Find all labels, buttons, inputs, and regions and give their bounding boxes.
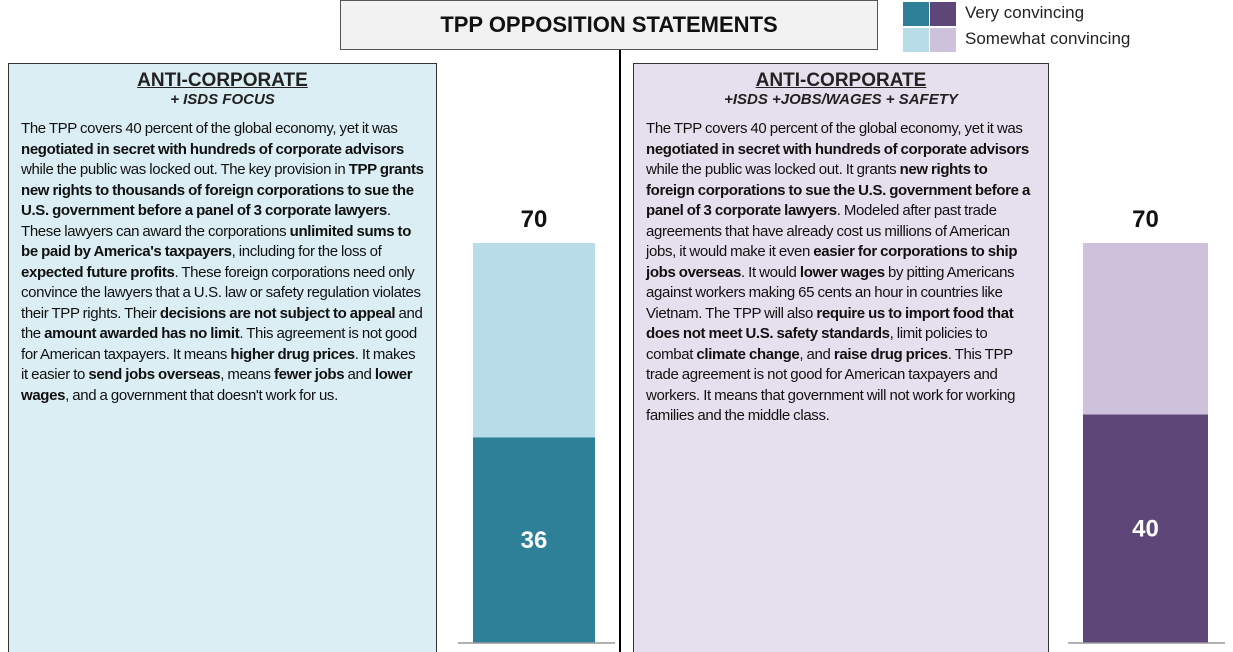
statement-text: The TPP covers 40 percent of the global … [21,120,398,137]
statement-text: easier for corporations to ship jobs ove… [646,243,1018,281]
value-label: 40 [1132,516,1159,543]
statement-text: . It makes it easier to [21,345,416,384]
statement-text: . Modeled after past trade agreements th… [646,202,1010,260]
statement-text: raise drug prices [833,345,948,363]
statement-text: . These lawyers can award the corporatio… [21,202,391,240]
statement-text: . These foreign corporations need only c… [21,263,421,322]
panel-subtitle: + ISDS FOCUS [170,91,275,108]
total-label: 70 [521,206,548,233]
bar-segment [1083,243,1208,415]
statement: The TPP covers 40 percent of the global … [21,119,424,406]
statement-text: negotiated in secret with hundreds of co… [21,140,404,158]
text-panel: ANTI-CORPORATE + ISDS FOCUS The TPP covers… [8,63,437,652]
panel-title: ANTI-CORPORATE [137,70,308,91]
legend-swatch [930,2,956,26]
panel-title: ANTI-CORPORATE [755,70,927,91]
panel-subtitle: +ISDS +JOBS/WAGES + SAFETY [724,91,958,108]
legend-label: Very convincing [965,3,1085,22]
statement-text: and the [21,304,423,343]
text-panel: ANTI-CORPORATE +ISDS +JOBS/WAGES + SAFETY… [633,63,1049,652]
total-label: 70 [1132,206,1159,233]
statement-text: , limit policies to combat [646,325,988,363]
statement-text: . It would [741,263,800,281]
statement-text: decisions are not subject to appeal [159,304,396,322]
statement-text: and [344,366,375,383]
main-title: TPP OPPOSITION STATEMENTS [340,0,878,50]
bar-segment [473,243,595,438]
statement: The TPP covers 40 percent of the global … [646,119,1036,427]
value-label: 36 [521,527,548,554]
statement-text: . This TPP trade agreement is not good f… [646,345,1016,425]
statement-text: fewer jobs [274,366,345,383]
statement-text: new rights to foreign corporations to su… [646,161,1030,219]
bar-segment [1083,414,1208,643]
statement-text: negotiated in secret with hundreds of co… [646,140,1029,158]
statement-text: require us to import food that does not … [646,304,1014,343]
statement-text: amount awarded has no limit [44,325,240,342]
statement-text: lower wages [799,263,885,281]
legend-swatch [903,28,929,52]
statement-text: , means [220,366,274,383]
statement-text: . This agreement is not good for America… [21,325,417,363]
bar-segment [473,437,595,643]
statement-text: expected future profits [21,263,175,281]
statement-text: by pitting Americans against workers mak… [646,263,1015,322]
statement-text: while the public was locked out. The key… [21,161,349,178]
statement-text: TPP grants new rights to thousands of fo… [21,161,424,219]
statement-text: , and a government that doesn't work for… [65,386,338,404]
statement-text: while the public was locked out. It gran… [646,161,900,178]
legend-swatch [930,28,956,52]
statement-text: higher drug prices [230,345,355,363]
legend-label: Somewhat convincing [965,29,1131,48]
statement-text: send jobs overseas [88,366,221,383]
statement-text: , and [799,345,834,363]
statement-text: , including for the loss of [231,243,382,260]
statement-text: unlimited sums to be paid by America's t… [21,222,412,261]
legend-swatch [903,2,929,26]
statement-text: climate change [696,345,800,363]
statement-text: The TPP covers 40 percent of the global … [646,120,1023,137]
statement-text: lower wages [21,366,413,404]
